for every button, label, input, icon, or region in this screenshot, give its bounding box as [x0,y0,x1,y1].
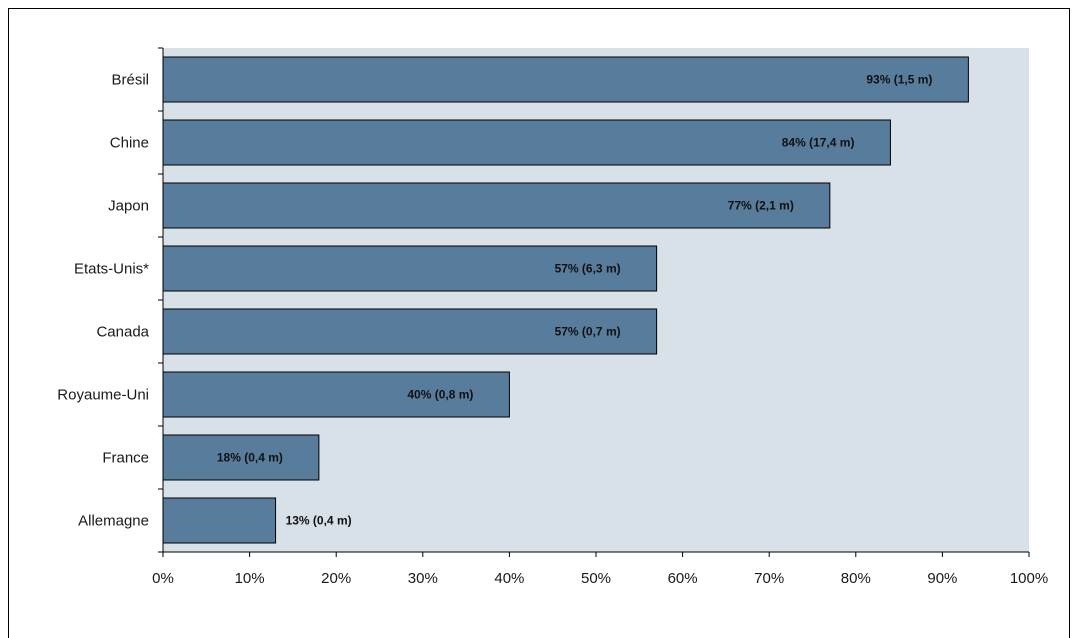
data-label: 57% (0,7 m) [555,325,621,339]
x-tick-label: 50% [581,570,611,587]
category-label: Allemagne [78,513,149,530]
x-tick-label: 60% [668,570,698,587]
x-tick-label: 90% [927,570,957,587]
axes-group [158,47,1030,557]
bar [162,182,831,229]
category-label: France [102,450,149,467]
x-tick-label: 10% [235,570,265,587]
bar [162,434,320,481]
data-label: 13% (0,4 m) [286,514,352,528]
x-tick-label: 70% [754,570,784,587]
data-label: 84% (17,4 m) [782,136,855,150]
data-label: 93% (1,5 m) [866,73,932,87]
bar [162,119,891,166]
data-label: 40% (0,8 m) [407,388,473,402]
bar [162,56,969,103]
x-tick-label: 20% [321,570,351,587]
labels-group: Brésil 93% (1,5 m) Chine 84% (17,4 m) Japon 7… [57,72,1048,588]
data-label: 57% (6,3 m) [555,262,621,276]
bar [162,497,277,544]
category-label: Brésil [111,72,149,89]
x-tick-label: 30% [408,570,438,587]
x-tick-label: 100% [1010,570,1048,587]
category-label: Etats-Unis* [74,261,149,278]
chart-frame [8,8,1070,638]
x-tick-label: 0% [152,570,174,587]
category-label: Japon [108,198,149,215]
x-tick-label: 40% [494,570,524,587]
category-label: Canada [96,324,149,341]
bars-group [162,56,969,544]
data-label: 77% (2,1 m) [728,199,794,213]
category-label: Royaume-Uni [57,387,149,404]
category-label: Chine [110,135,149,152]
data-label: 18% (0,4 m) [217,451,283,465]
x-tick-label: 80% [841,570,871,587]
